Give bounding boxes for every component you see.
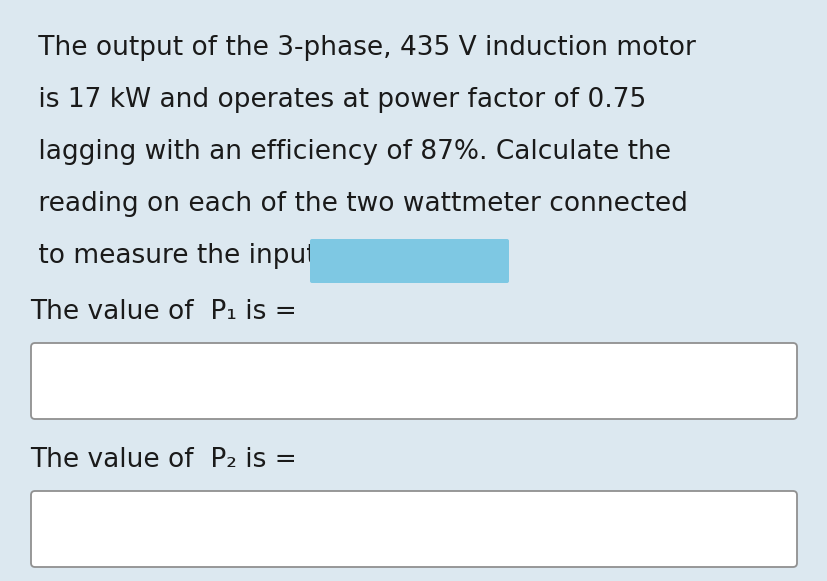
Text: is 17 kW and operates at power factor of 0.75: is 17 kW and operates at power factor of… — [30, 87, 645, 113]
Text: lagging with an efficiency of 87%. Calculate the: lagging with an efficiency of 87%. Calcu… — [30, 139, 670, 165]
Text: The output of the 3-phase, 435 V induction motor: The output of the 3-phase, 435 V inducti… — [30, 35, 695, 61]
Text: to measure the input.: to measure the input. — [30, 243, 325, 269]
Text: reading on each of the two wattmeter connected: reading on each of the two wattmeter con… — [30, 191, 687, 217]
FancyBboxPatch shape — [31, 491, 796, 567]
FancyBboxPatch shape — [309, 239, 509, 283]
FancyBboxPatch shape — [31, 343, 796, 419]
Text: The value of  P₂ is =: The value of P₂ is = — [30, 447, 296, 473]
Text: The value of  P₁ is =: The value of P₁ is = — [30, 299, 296, 325]
